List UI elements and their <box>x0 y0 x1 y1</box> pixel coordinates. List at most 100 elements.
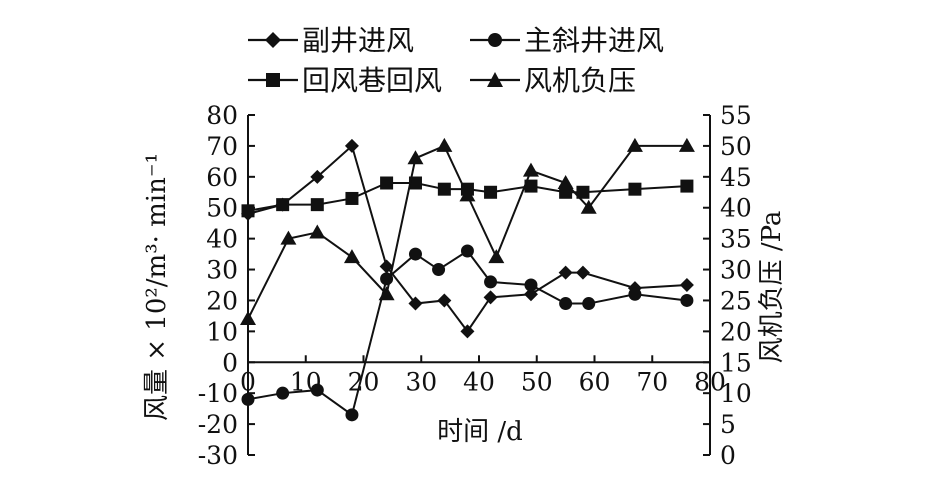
data-point <box>524 179 538 193</box>
y2-tick-label: 45 <box>720 163 752 192</box>
legend-marker-3 <box>487 72 503 87</box>
legend-marker-2 <box>266 73 280 87</box>
data-point <box>378 286 395 301</box>
x-tick-label: 0 <box>240 367 256 396</box>
data-point <box>408 296 423 311</box>
y-tick-label: 10 <box>206 317 238 346</box>
data-point <box>680 293 694 307</box>
y-tick-label: -30 <box>198 441 238 470</box>
data-point <box>241 392 255 406</box>
data-point <box>626 137 643 152</box>
y-tick-label: -10 <box>198 379 238 408</box>
x-axis-label: 时间 /d <box>437 417 523 447</box>
legend-marker-1 <box>488 33 502 47</box>
series-3 <box>240 137 695 325</box>
data-point <box>628 182 642 196</box>
y-tick-label: 0 <box>222 348 238 377</box>
data-point <box>488 249 505 264</box>
x-tick-label: 40 <box>463 367 495 396</box>
data-point <box>276 198 290 212</box>
legend: 副井进风 主斜井进风 回风巷回风 风机负压 <box>248 24 664 97</box>
data-point <box>407 150 424 165</box>
series-group <box>240 137 695 422</box>
x-tick-label: 80 <box>694 367 726 396</box>
data-point <box>345 191 359 205</box>
series-1 <box>241 244 694 422</box>
data-point <box>678 137 695 152</box>
data-point <box>559 297 573 311</box>
y2-tick-label: 15 <box>720 348 752 377</box>
data-point <box>343 249 360 264</box>
legend-marker-0 <box>265 32 281 48</box>
y-tick-label: -20 <box>198 410 238 439</box>
data-point <box>576 185 590 199</box>
data-point <box>408 176 422 190</box>
legend-label-1: 主斜井进风 <box>524 24 664 57</box>
data-point <box>575 265 590 280</box>
y-tick-label: 60 <box>206 163 238 192</box>
data-point <box>432 263 446 277</box>
y2-tick-label: 10 <box>720 379 752 408</box>
data-point <box>310 169 325 184</box>
data-point <box>240 311 256 325</box>
legend-label-0: 副井进风 <box>302 24 414 57</box>
data-point <box>680 179 694 193</box>
data-point <box>309 224 326 239</box>
y2-tick-label: 55 <box>720 101 752 130</box>
y2-tick-label: 30 <box>720 256 752 285</box>
legend-label-2: 回风巷回风 <box>302 64 442 97</box>
y-tick-label: 40 <box>206 225 238 254</box>
y2-tick-label: 20 <box>720 317 752 346</box>
data-point <box>460 244 474 258</box>
data-point <box>408 247 422 261</box>
y2-tick-label: 40 <box>720 194 752 223</box>
y2-tick-label: 5 <box>720 410 736 439</box>
data-point <box>484 185 498 199</box>
data-point <box>522 162 539 177</box>
data-point <box>558 265 573 280</box>
data-point <box>344 138 359 153</box>
data-point <box>379 259 394 274</box>
y2-tick-label: 25 <box>720 286 752 315</box>
y-tick-label: 80 <box>206 101 238 130</box>
data-point <box>460 324 475 339</box>
data-point <box>436 137 453 152</box>
series-0 <box>241 138 694 339</box>
data-point <box>523 287 538 302</box>
data-point <box>557 175 574 189</box>
y2-tick-label: 35 <box>720 225 752 254</box>
legend-entry-3: 风机负压 <box>470 64 636 97</box>
x-tick-label: 70 <box>636 367 668 396</box>
axes: -30-20-100102030405060708005101520253035… <box>198 101 752 470</box>
y2-tick-label: 50 <box>720 132 752 161</box>
data-point <box>310 198 324 212</box>
x-tick-label: 50 <box>521 367 553 396</box>
data-point <box>276 386 290 400</box>
legend-label-3: 风机负压 <box>524 64 636 97</box>
data-point <box>459 187 476 202</box>
data-point <box>483 290 498 305</box>
data-point <box>310 383 324 397</box>
data-point <box>679 278 694 292</box>
data-point <box>484 275 498 289</box>
y-tick-label: 20 <box>206 286 238 315</box>
x-tick-label: 30 <box>405 367 437 396</box>
data-point <box>437 182 451 196</box>
data-point <box>580 199 597 214</box>
y-tick-label: 50 <box>206 194 238 223</box>
data-point <box>582 297 596 311</box>
x-tick-label: 60 <box>579 367 611 396</box>
y-tick-label: 30 <box>206 256 238 285</box>
legend-entry-1: 主斜井进风 <box>470 24 664 57</box>
data-point <box>559 185 573 199</box>
data-point <box>437 293 452 308</box>
data-point <box>628 287 642 301</box>
y-axis-label: 风量 × 10²/m³· min⁻¹ <box>142 153 172 421</box>
data-point <box>241 204 255 218</box>
legend-entry-0: 副井进风 <box>248 24 414 57</box>
series-2 <box>241 176 694 218</box>
y2-tick-label: 0 <box>720 441 736 470</box>
y-tick-label: 70 <box>206 132 238 161</box>
data-point <box>280 230 297 245</box>
